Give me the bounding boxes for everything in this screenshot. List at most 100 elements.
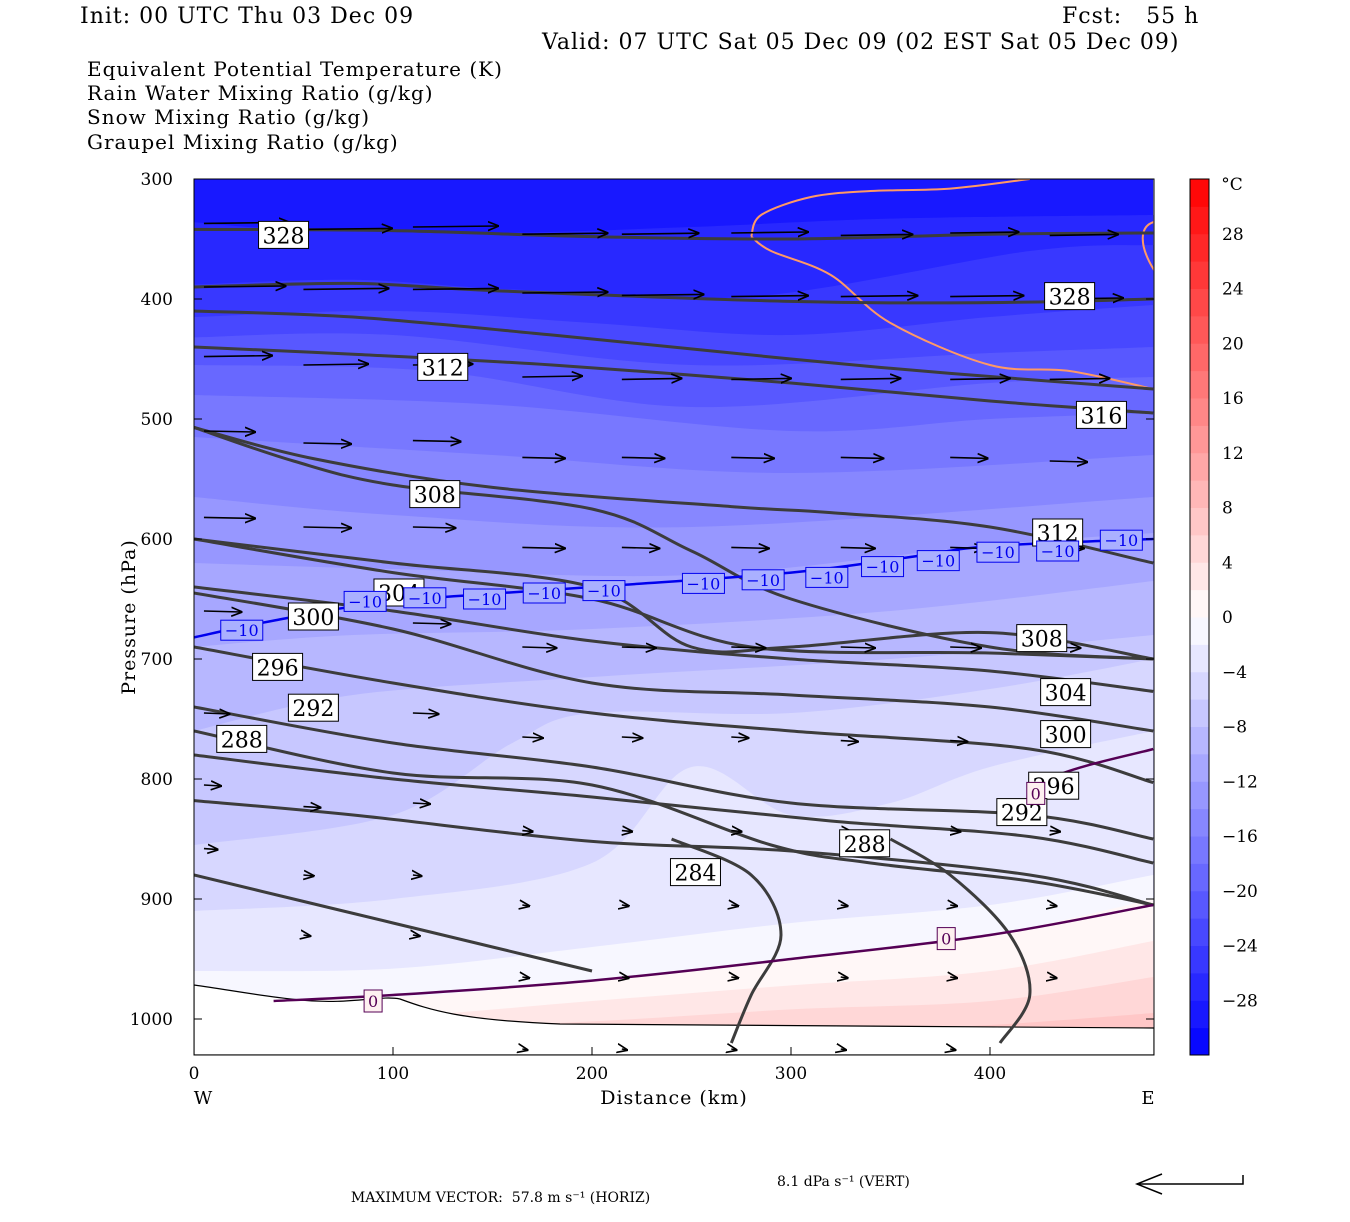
colorbar-segment bbox=[1190, 918, 1209, 946]
theta-e-label: 308 bbox=[414, 484, 456, 509]
colorbar-segment bbox=[1190, 945, 1209, 974]
isotherm-label-box bbox=[976, 541, 1020, 563]
isotherm-label: −10 bbox=[746, 571, 780, 590]
theta-e-label: 284 bbox=[674, 862, 716, 887]
colorbar-tick-label: −24 bbox=[1222, 937, 1258, 957]
wind-vector bbox=[840, 647, 875, 648]
x-axis-east-label: E bbox=[1141, 1088, 1154, 1109]
wind-vector bbox=[203, 849, 218, 850]
colorbar-segment bbox=[1190, 1027, 1209, 1056]
wind-vector bbox=[731, 737, 748, 738]
theta-e-contour bbox=[194, 753, 1154, 865]
wind-vector bbox=[203, 713, 230, 714]
wind-vector bbox=[731, 457, 774, 458]
colorbar-segment bbox=[1190, 562, 1209, 591]
theta-e-contour bbox=[194, 645, 1154, 785]
theta-e-label: 292 bbox=[1001, 802, 1043, 827]
theta-e-label-box bbox=[669, 858, 721, 887]
theta-e-label-box bbox=[252, 652, 304, 681]
wind-vector bbox=[621, 547, 659, 548]
isotherm-label-box bbox=[1099, 529, 1143, 551]
colorbar-segment bbox=[1190, 425, 1209, 454]
wind-vector bbox=[412, 226, 498, 227]
colorbar-segment bbox=[1190, 644, 1209, 673]
isotherm-label-box bbox=[805, 566, 849, 588]
max-vector-label: MAXIMUM VECTOR: bbox=[350, 1190, 503, 1206]
colorbar-segment bbox=[1190, 890, 1209, 919]
colorbar-segment bbox=[1190, 589, 1209, 618]
colorbar-tick-label: −28 bbox=[1222, 991, 1258, 1011]
wind-vector bbox=[950, 1049, 955, 1050]
isotherm-label-box bbox=[1036, 540, 1080, 562]
wind-vector bbox=[840, 296, 918, 297]
wind-vector bbox=[203, 611, 241, 612]
colorbar-segment bbox=[1190, 808, 1209, 837]
colorbar-tick-label: 24 bbox=[1222, 280, 1244, 300]
isotherm-label-box bbox=[343, 590, 387, 612]
wind-vector bbox=[622, 831, 632, 832]
theta-e-label-box bbox=[1075, 400, 1127, 429]
wind-vector bbox=[303, 443, 351, 444]
isotherm-label: −10 bbox=[408, 589, 442, 608]
wind-vector bbox=[731, 977, 738, 978]
colorbar-segment bbox=[1190, 699, 1209, 727]
colorbar-unit: °C bbox=[1221, 175, 1243, 195]
wind-vector bbox=[522, 737, 542, 738]
colorbar: 28 24 20 16 12 8 4 0 −4 −8 −12 −16 −20 −24 −28 bbox=[1189, 178, 1258, 1056]
isotherm-label: −10 bbox=[866, 558, 900, 577]
wind-vector bbox=[522, 292, 607, 293]
wind-vector bbox=[731, 378, 791, 379]
theta-e-label-box bbox=[839, 829, 891, 858]
x-tick-label: 200 bbox=[576, 1064, 608, 1084]
theta-e-label: 328 bbox=[263, 224, 305, 249]
isotherm-label-box bbox=[220, 619, 264, 641]
wind-vector bbox=[950, 831, 960, 832]
plot-frame bbox=[193, 178, 1155, 1056]
theta-e-contour bbox=[670, 837, 783, 1044]
wind-vector bbox=[621, 378, 682, 379]
isotherm-label: −10 bbox=[527, 584, 561, 603]
wind-vector bbox=[622, 977, 629, 978]
wind-vector bbox=[950, 457, 987, 458]
valid-time: Valid: 07 UTC Sat 05 Dec 09 (02 EST Sat … bbox=[542, 30, 1180, 55]
isotherm-label-box bbox=[522, 582, 566, 604]
contour-labels: 3283283123163123083083043043003002962962… bbox=[216, 220, 1143, 1013]
colorbar-segment bbox=[1190, 671, 1209, 700]
wind-vector bbox=[841, 1049, 846, 1050]
wind-vector bbox=[522, 1049, 527, 1050]
y-tick-label: 500 bbox=[141, 410, 173, 430]
colorbar-tick-label: −20 bbox=[1222, 882, 1258, 902]
colorbar-segment bbox=[1190, 726, 1209, 755]
isotherm-label-box bbox=[403, 587, 447, 609]
wind-vector bbox=[731, 1049, 736, 1050]
wind-vector bbox=[522, 905, 529, 906]
colorbar-segment bbox=[1190, 534, 1209, 563]
wind-vector bbox=[1050, 905, 1057, 906]
colorbar-segment bbox=[1190, 781, 1209, 810]
isotherm-label-box bbox=[861, 556, 905, 578]
colorbar-segment bbox=[1190, 315, 1209, 344]
colorbar-segment bbox=[1190, 343, 1209, 372]
wind-vector bbox=[731, 905, 738, 906]
wind-vector bbox=[621, 647, 656, 648]
theta-e-label: 300 bbox=[292, 606, 334, 631]
theta-e-label-box bbox=[409, 480, 461, 509]
wind-vector bbox=[1050, 977, 1057, 978]
colorbar-segment bbox=[1190, 753, 1209, 782]
isotherm-label-box bbox=[463, 588, 507, 610]
x-tick-label: 400 bbox=[974, 1064, 1006, 1084]
colorbar-tick-label: 16 bbox=[1222, 389, 1244, 409]
wind-vector bbox=[203, 785, 221, 786]
wind-vector bbox=[622, 905, 629, 906]
theta-e-label: 296 bbox=[257, 656, 299, 681]
legend-rain-water: Rain Water Mixing Ratio (g/kg) bbox=[87, 81, 434, 105]
wind-vector bbox=[413, 935, 420, 936]
max-vector-footer: MAXIMUM VECTOR: 57.8 m s⁻¹ (HORIZ) 8.1 d… bbox=[342, 1174, 910, 1222]
wind-vector bbox=[303, 288, 388, 289]
freezing-label-box bbox=[1026, 781, 1046, 805]
wind-vector bbox=[731, 831, 741, 832]
theta-e-label: 316 bbox=[1080, 404, 1122, 429]
colorbar-tick-label: −4 bbox=[1222, 663, 1247, 683]
wind-vector bbox=[731, 232, 808, 233]
wind-vector bbox=[621, 294, 704, 295]
